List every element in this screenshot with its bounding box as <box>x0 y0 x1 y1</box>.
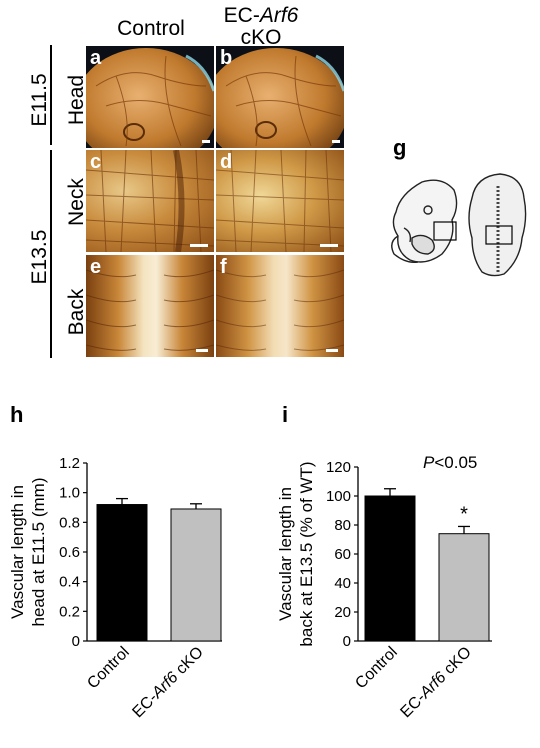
embryo-lateral-drawing <box>391 179 458 264</box>
x-tick-label: EC-Arf6 cKO <box>129 644 206 721</box>
y-tick-label: 0.2 <box>59 603 80 620</box>
x-tick-label-text: cKO <box>170 644 207 681</box>
x-tick-label: EC-Arf6 cKO <box>397 644 474 721</box>
y-tick-label: 120 <box>326 459 351 476</box>
stage-bracket-e115 <box>50 45 52 145</box>
scale-bar <box>320 244 338 247</box>
x-tick-label-text: Control <box>352 644 400 692</box>
cko-prefix: EC- <box>223 4 260 27</box>
figure-letter-h: h <box>10 402 24 427</box>
y-axis-label-line: head at E11.5 (mm) <box>29 478 48 627</box>
panel-label-e: e <box>90 256 102 278</box>
y-tick-label: 1.2 <box>59 455 80 472</box>
x-tick-label-text: cKO <box>438 644 475 681</box>
scale-bar <box>202 140 210 143</box>
figure-letter-i: i <box>282 402 289 427</box>
p-value-annotation: P<0.05 <box>423 453 477 472</box>
y-axis-label: Vascular length in head at E11.5 (mm) <box>8 478 48 627</box>
micrograph-b: b <box>216 46 344 148</box>
scale-bar <box>326 349 338 352</box>
figure-letter-g: g <box>393 135 407 160</box>
y-tick-label: 0.8 <box>59 514 80 531</box>
y-axis-label-line: back at E13.5 (% of WT) <box>297 461 316 646</box>
neck-vasculature-image <box>216 150 344 252</box>
cko-suffix: cKO <box>240 26 282 49</box>
x-tick-label: Control <box>84 644 132 692</box>
micrograph-a: a <box>86 46 214 148</box>
y-axis-label-line: Vascular length in <box>8 485 27 619</box>
embryo-dorsal-drawing <box>468 173 527 277</box>
y-tick-label: 0.6 <box>59 544 80 561</box>
panel-label-b: b <box>220 47 233 69</box>
y-tick-label: 0.4 <box>59 574 80 591</box>
embryo-schematic <box>391 173 527 277</box>
panel-label-f: f <box>220 256 227 278</box>
stage-label-e115: E11.5 <box>28 73 51 127</box>
y-tick-label: 100 <box>326 488 351 505</box>
bar <box>170 508 222 642</box>
y-tick-label: 0 <box>343 633 351 650</box>
micrograph-c: c <box>86 150 214 252</box>
scale-bar <box>332 140 340 143</box>
y-tick-label: 80 <box>334 517 351 534</box>
cko-gene: Arf6 <box>259 4 299 27</box>
bar-chart-i: Vascular length in back at E13.5 (% of WT… <box>276 453 492 721</box>
y-tick-label: 20 <box>334 604 351 621</box>
stage-bracket-e135 <box>50 150 52 358</box>
y-tick-label: 40 <box>334 575 351 592</box>
y-tick-label: 60 <box>334 546 351 563</box>
y-tick-label: 0 <box>72 633 80 650</box>
column-header-cko: EC-Arf6 cKO <box>205 5 317 49</box>
panel-label-c: c <box>90 151 102 173</box>
bar <box>438 533 490 642</box>
neck-vasculature-image <box>86 150 214 252</box>
column-header-control: Control <box>117 17 185 40</box>
back-vasculature-image <box>216 269 344 351</box>
panel-label-a: a <box>90 47 102 69</box>
x-tick-label: Control <box>352 644 400 692</box>
stage-label-e135: E13.5 <box>28 229 51 285</box>
micrograph-d: d <box>216 150 344 252</box>
micrograph-f: f <box>216 255 344 357</box>
p-value: <0.05 <box>434 453 477 472</box>
y-axis-label-line: Vascular length in <box>276 487 295 621</box>
panel-label-d: d <box>220 151 233 173</box>
y-tick-label: 1.0 <box>59 485 80 502</box>
bar-chart-h: Vascular length in head at E11.5 (mm) 0 0.2… <box>8 455 222 721</box>
y-axis-label: Vascular length in back at E13.5 (% of WT… <box>276 461 316 646</box>
scale-bar <box>190 244 208 247</box>
bar <box>364 495 416 642</box>
bar <box>96 504 148 642</box>
x-tick-label-text: Control <box>84 644 132 692</box>
scale-bar <box>196 349 208 352</box>
embryo-head-image <box>216 48 344 148</box>
back-vasculature-image <box>86 269 214 351</box>
p-symbol: P <box>423 453 435 472</box>
micrograph-e: e <box>86 255 214 357</box>
significance-marker: * <box>460 503 468 525</box>
embryo-head-image <box>86 48 214 148</box>
